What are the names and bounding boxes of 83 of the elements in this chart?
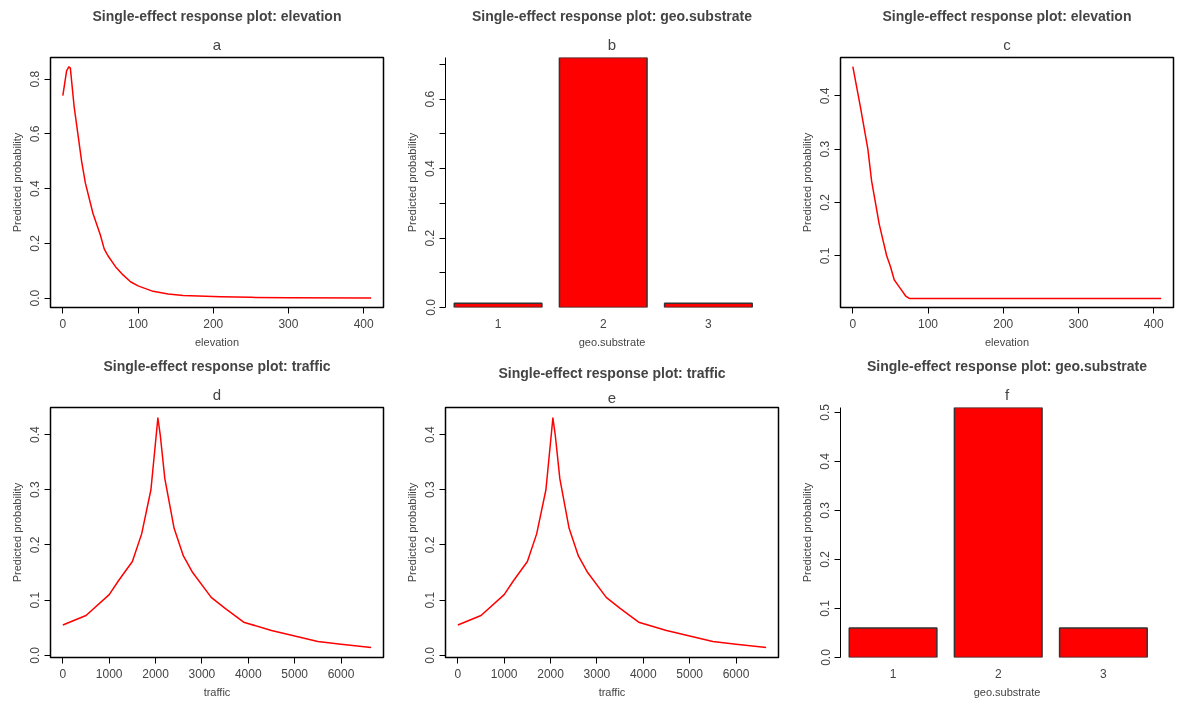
y-tick-label: 0.2 <box>423 536 438 554</box>
x-tick-label: 400 <box>1143 316 1164 331</box>
y-tick-label: 0.4 <box>818 87 833 105</box>
x-tick-label: 2000 <box>142 666 170 681</box>
x-tick-label: 100 <box>918 316 939 331</box>
x-tick-label: 200 <box>203 316 224 331</box>
chart-title: Single-effect response plot: elevation <box>92 7 342 24</box>
x-tick-label: 2000 <box>537 666 565 681</box>
x-tick-label: 0 <box>59 316 67 331</box>
y-tick-label: 0.6 <box>28 125 43 143</box>
y-tick-label: 0.1 <box>423 591 438 609</box>
x-tick-label: 2 <box>599 316 607 331</box>
y-tick-label: 0.4 <box>28 179 43 197</box>
y-tick-label: 0.4 <box>423 159 438 177</box>
y-tick-label: 0.2 <box>28 536 43 554</box>
y-tick-label: 0.0 <box>423 298 438 316</box>
x-tick-label: 0 <box>849 316 857 331</box>
chart-subtitle: c <box>1003 35 1012 53</box>
x-tick-label: 300 <box>278 316 299 331</box>
x-tick-label: 2 <box>994 666 1002 681</box>
chart-subtitle: d <box>212 385 222 403</box>
chart-title: Single-effect response plot: traffic <box>498 364 726 381</box>
y-axis-title: Predicted probability <box>10 482 23 583</box>
x-tick-label: 300 <box>1068 316 1089 331</box>
x-tick-label: 4000 <box>234 666 262 681</box>
chart-subtitle: e <box>607 388 617 406</box>
chart-title: Single-effect response plot: traffic <box>103 357 331 374</box>
x-tick-label: 1000 <box>95 666 123 681</box>
x-tick-label: 0 <box>454 666 462 681</box>
x-axis-title: geo.substrate <box>578 335 646 348</box>
y-tick-label: 0.3 <box>423 481 438 499</box>
x-tick-label: 3 <box>705 316 713 331</box>
x-axis-title: traffic <box>203 685 231 698</box>
y-axis-title: Predicted probability <box>800 132 813 233</box>
y-tick-label: 0.1 <box>818 599 833 617</box>
chart-title: Single-effect response plot: geo.substrate <box>471 7 753 24</box>
x-axis-title: elevation <box>984 335 1030 348</box>
x-axis-title: traffic <box>598 685 626 698</box>
x-tick-label: 3 <box>1100 666 1108 681</box>
y-axis-title: Predicted probability <box>405 132 418 233</box>
y-tick-label: 0.2 <box>28 234 43 252</box>
y-tick-label: 0.3 <box>818 140 833 158</box>
y-tick-label: 0.1 <box>28 591 43 609</box>
chart-subtitle: b <box>607 35 617 53</box>
x-tick-label: 1 <box>494 316 502 331</box>
chart-subtitle: f <box>1004 385 1010 403</box>
x-tick-label: 5000 <box>676 666 704 681</box>
x-tick-label: 5000 <box>281 666 309 681</box>
y-axis-title: Predicted probability <box>800 482 813 583</box>
x-tick-label: 3000 <box>188 666 216 681</box>
x-axis-title: geo.substrate <box>973 685 1041 698</box>
y-tick-label: 0.0 <box>423 646 438 664</box>
y-tick-label: 0.4 <box>818 452 833 470</box>
x-tick-label: 6000 <box>722 666 750 681</box>
y-tick-label: 0.2 <box>423 229 438 247</box>
x-tick-label: 200 <box>993 316 1014 331</box>
x-tick-label: 0 <box>59 666 67 681</box>
y-tick-label: 0.4 <box>423 425 438 443</box>
y-tick-label: 0.2 <box>818 550 833 568</box>
y-tick-label: 0.0 <box>818 648 833 666</box>
y-tick-label: 0.2 <box>818 193 833 211</box>
chart-title: Single-effect response plot: elevation <box>882 7 1132 24</box>
y-tick-label: 0.3 <box>818 501 833 519</box>
y-tick-label: 0.4 <box>28 425 43 443</box>
x-tick-label: 4000 <box>629 666 657 681</box>
y-tick-label: 0.5 <box>818 403 833 421</box>
y-tick-label: 0.8 <box>28 70 43 88</box>
x-tick-label: 3000 <box>583 666 611 681</box>
y-tick-label: 0.0 <box>28 289 43 307</box>
y-tick-label: 0.6 <box>423 90 438 108</box>
x-tick-label: 1000 <box>490 666 518 681</box>
y-axis-title: Predicted probability <box>10 132 23 233</box>
x-tick-label: 6000 <box>327 666 355 681</box>
x-axis-title: elevation <box>194 335 240 348</box>
y-tick-label: 0.0 <box>28 646 43 664</box>
x-tick-label: 400 <box>353 316 374 331</box>
x-tick-label: 1 <box>889 666 897 681</box>
x-tick-label: 100 <box>128 316 149 331</box>
y-axis-title: Predicted probability <box>405 482 418 583</box>
y-tick-label: 0.1 <box>818 247 833 265</box>
chart-subtitle: a <box>212 35 222 53</box>
chart-title: Single-effect response plot: geo.substrate <box>866 357 1148 374</box>
y-tick-label: 0.3 <box>28 481 43 499</box>
